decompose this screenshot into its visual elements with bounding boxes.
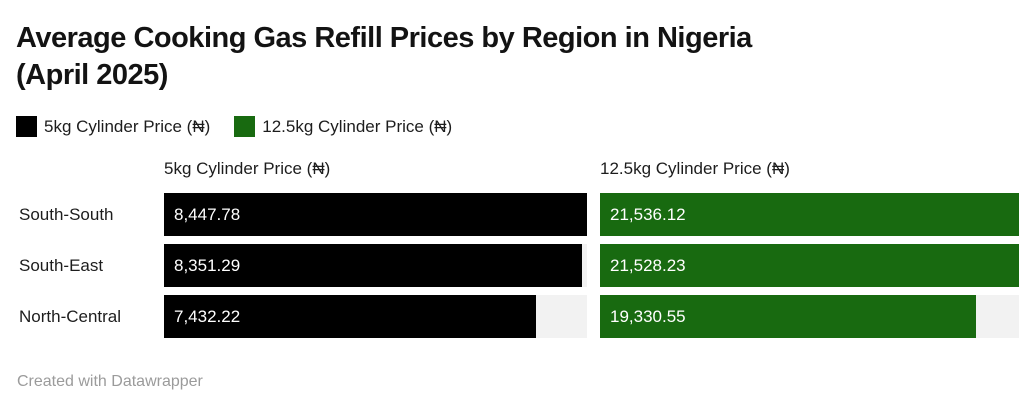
bar-value-5kg-south-east: 8,351.29: [174, 255, 241, 275]
column-headers: 5kg Cylinder Price (₦) 12.5kg Cylinder P…: [16, 159, 1006, 193]
chart-title-line-2: (April 2025): [16, 59, 168, 91]
column-header-12-5kg: 12.5kg Cylinder Price (₦): [600, 159, 790, 178]
chart-container: Average Cooking Gas Refill Prices by Reg…: [16, 20, 1019, 390]
chart-title-line-1: Average Cooking Gas Refill Prices by Reg…: [16, 22, 752, 54]
bar-track-12-5kg-south-east: 21,528.23: [600, 244, 1019, 287]
legend-item-5kg: 5kg Cylinder Price (₦): [16, 116, 210, 137]
bar-12-5kg-south-south: 21,536.12: [600, 193, 1019, 236]
attribution-footer: Created with Datawrapper: [17, 373, 203, 390]
legend-label-5kg: 5kg Cylinder Price (₦): [44, 116, 211, 136]
bar-5kg-north-central: 7,432.22: [164, 295, 537, 338]
bar-value-12-5kg-south-south: 21,536.12: [610, 204, 686, 224]
bar-track-5kg-north-central: 7,432.22: [164, 295, 587, 338]
bar-value-5kg-north-central: 7,432.22: [174, 306, 241, 326]
legend-label-12-5kg: 12.5kg Cylinder Price (₦): [262, 116, 453, 136]
chart-title: Average Cooking Gas Refill Prices by Reg…: [16, 20, 1006, 94]
bar-12-5kg-north-central: 19,330.55: [600, 295, 977, 338]
bar-value-12-5kg-south-east: 21,528.23: [610, 255, 686, 275]
row-label-south-south: South-South: [19, 204, 114, 224]
bar-value-12-5kg-north-central: 19,330.55: [610, 306, 686, 326]
bar-row-south-east: South-East 8,351.29 21,528.23: [16, 244, 1019, 287]
bar-track-5kg-south-south: 8,447.78: [164, 193, 587, 236]
legend-item-12-5kg: 12.5kg Cylinder Price (₦): [234, 116, 452, 137]
legend: 5kg Cylinder Price (₦) 12.5kg Cylinder P…: [16, 116, 1006, 137]
legend-swatch-5kg-icon: [16, 116, 37, 137]
bar-5kg-south-east: 8,351.29: [164, 244, 583, 287]
bar-12-5kg-south-east: 21,528.23: [600, 244, 1019, 287]
row-label-north-central: North-Central: [19, 306, 122, 326]
column-header-5kg: 5kg Cylinder Price (₦): [164, 159, 331, 178]
bar-track-5kg-south-east: 8,351.29: [164, 244, 587, 287]
bar-row-north-central: North-Central 7,432.22 19,330.55: [16, 295, 1019, 338]
row-label-south-east: South-East: [19, 255, 104, 275]
bar-track-12-5kg-north-central: 19,330.55: [600, 295, 1019, 338]
bar-row-south-south: South-South 8,447.78 21,536.12: [16, 193, 1019, 236]
bar-5kg-south-south: 8,447.78: [164, 193, 587, 236]
legend-swatch-12-5kg-icon: [234, 116, 256, 137]
bar-value-5kg-south-south: 8,447.78: [174, 204, 241, 224]
bar-track-12-5kg-south-south: 21,536.12: [600, 193, 1019, 236]
